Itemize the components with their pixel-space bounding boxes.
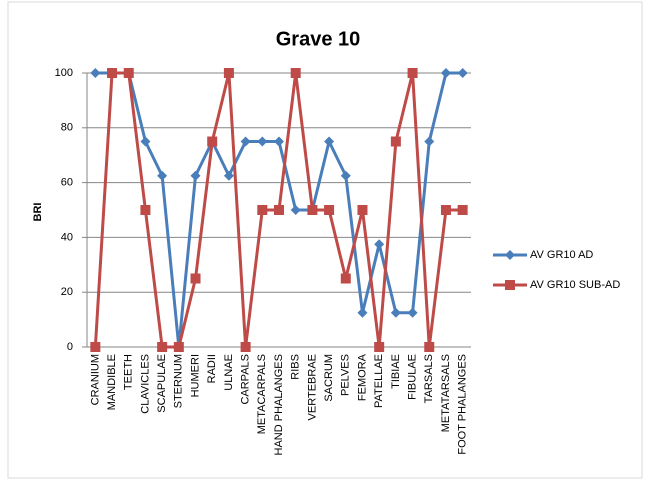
- x-tick-label: TEETH: [123, 354, 135, 390]
- y-tick-label: 60: [61, 177, 73, 189]
- x-tick-label: HUMERI: [189, 354, 201, 397]
- x-tick-label: MANDIBLE: [106, 354, 118, 410]
- x-tick-label: TIBIAE: [390, 354, 402, 389]
- y-tick-label: 40: [61, 231, 73, 243]
- marker: [140, 136, 151, 147]
- x-tick-label: RIBS: [290, 354, 302, 380]
- marker: [157, 170, 168, 181]
- chart-title: Grave 10: [276, 28, 361, 50]
- y-tick-label: 20: [61, 286, 73, 298]
- x-tick-label: TARSALS: [423, 354, 435, 403]
- y-tick-label: 0: [67, 341, 73, 353]
- marker: [274, 205, 284, 215]
- x-tick-label: HAND PHALANGES: [273, 354, 285, 455]
- x-tick-label: SACRUM: [323, 354, 335, 402]
- marker: [407, 307, 418, 318]
- marker: [457, 205, 468, 215]
- marker: [107, 68, 118, 78]
- marker: [207, 136, 218, 147]
- marker: [290, 68, 301, 78]
- marker: [157, 342, 168, 352]
- marker: [173, 342, 184, 352]
- marker: [223, 170, 234, 181]
- marker: [374, 239, 385, 250]
- marker: [357, 307, 368, 318]
- marker: [424, 136, 435, 147]
- x-tick-label: CRANIUM: [89, 354, 101, 405]
- x-tick-label: RADII: [206, 354, 218, 383]
- marker: [90, 342, 101, 352]
- marker: [424, 342, 435, 352]
- legend-marker: [505, 250, 515, 260]
- x-tick-label: STERNUM: [173, 354, 185, 408]
- marker: [390, 307, 401, 318]
- marker: [240, 136, 251, 147]
- y-tick-label: 100: [55, 67, 73, 79]
- marker: [123, 68, 134, 78]
- y-tick-label: 80: [61, 122, 73, 134]
- marker: [290, 205, 301, 215]
- marker: [324, 205, 335, 215]
- x-tick-label: CARPALS: [240, 354, 252, 405]
- x-tick-label: METATARSALS: [440, 354, 452, 432]
- marker: [440, 68, 451, 78]
- marker: [407, 68, 418, 78]
- marker: [340, 170, 351, 181]
- marker: [440, 205, 451, 215]
- marker: [90, 68, 101, 78]
- marker: [324, 136, 335, 147]
- x-tick-label: SCAPULAE: [156, 354, 168, 413]
- x-tick-label: FOOT PHALANGES: [457, 354, 469, 455]
- marker: [240, 342, 251, 352]
- x-tick-label: METACARPALS: [256, 354, 268, 434]
- marker: [307, 205, 318, 215]
- x-tick-label: CLAVICLES: [139, 354, 151, 414]
- y-axis-label: BRI: [32, 203, 44, 222]
- marker: [190, 273, 201, 284]
- marker: [374, 342, 385, 352]
- x-tick-label: VERTEBRAE: [306, 354, 318, 420]
- marker: [357, 205, 368, 215]
- marker: [140, 205, 151, 215]
- x-tick-label: PELVES: [340, 354, 352, 396]
- marker: [457, 68, 468, 78]
- x-tick-label: FEMORA: [356, 353, 368, 401]
- x-tick-label: PATELLAE: [373, 354, 385, 408]
- marker: [390, 136, 401, 147]
- x-tick-label: FIBULAE: [406, 354, 418, 400]
- legend-label: AV GR10 AD: [530, 249, 593, 261]
- marker: [257, 205, 268, 215]
- marker: [223, 68, 234, 78]
- marker: [257, 136, 268, 147]
- marker: [274, 136, 284, 147]
- marker: [340, 273, 351, 284]
- marker: [190, 170, 201, 181]
- legend-label: AV GR10 SUB-AD: [530, 279, 620, 291]
- legend-marker: [505, 280, 515, 290]
- chart-frame: [7, 1, 643, 479]
- x-tick-label: ULNAE: [223, 354, 235, 391]
